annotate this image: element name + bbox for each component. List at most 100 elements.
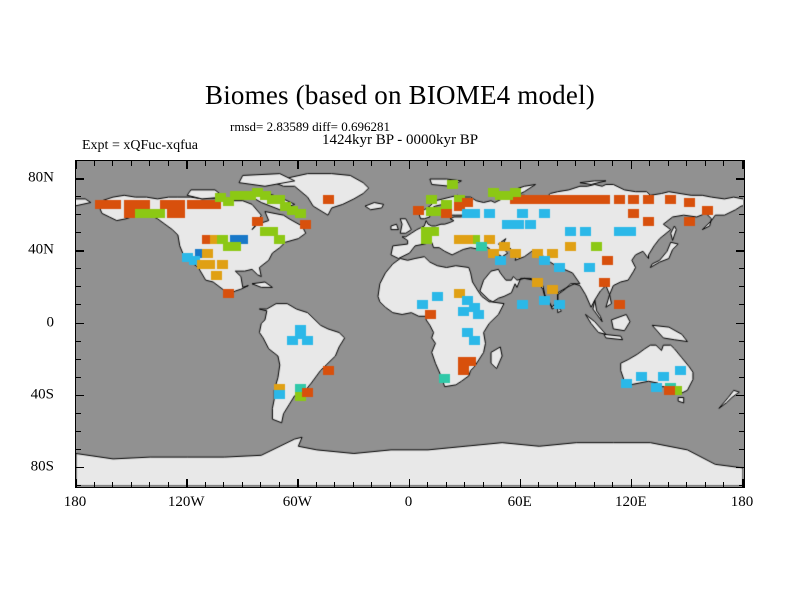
x-tick [167,160,169,166]
y-tick [75,358,81,360]
x-tick [742,160,744,169]
x-tick [538,482,540,488]
x-tick [371,482,373,488]
x-tick [704,160,706,166]
time-period-annotation: 1424kyr BP - 0000kyr BP [322,132,479,148]
x-tick [75,479,77,488]
x-tick [315,160,317,166]
y-tick [736,394,745,397]
y-tick [75,286,81,288]
x-axis-label: 120W [167,494,205,510]
x-tick [352,160,354,166]
x-tick [334,160,336,166]
y-tick [75,466,84,469]
x-tick [538,160,540,166]
x-axis-label: 180 [63,494,87,510]
x-tick [260,160,262,166]
x-tick [686,160,688,166]
x-tick [612,160,614,166]
x-tick [630,160,633,169]
y-tick [75,268,81,270]
y-tick [739,304,745,306]
y-axis-label: 80S [30,458,54,475]
x-tick [723,160,725,166]
x-axis-label: 180 [730,494,754,510]
x-tick [204,482,206,488]
x-tick [445,160,447,166]
y-tick [75,412,81,414]
x-tick [593,160,595,166]
x-tick [223,482,225,488]
x-tick [278,160,280,166]
x-tick [93,482,95,488]
x-tick [593,482,595,488]
x-tick [389,160,391,166]
x-tick [241,482,243,488]
x-tick [686,482,688,488]
x-tick [408,160,410,169]
x-tick [130,160,132,166]
y-tick [739,232,745,234]
x-tick [241,160,243,166]
statistics-annotation: rmsd= 2.83589 diff= 0.696281 [230,119,390,134]
x-tick [575,482,577,488]
y-tick [75,232,81,234]
x-tick [278,482,280,488]
x-tick [149,482,151,488]
x-tick [223,160,225,166]
y-tick [739,376,745,378]
y-tick [739,358,745,360]
x-axis-label: 120E [614,494,647,510]
x-tick [93,160,95,166]
x-tick [501,482,503,488]
y-tick [75,448,81,450]
x-tick [742,479,744,488]
x-tick [408,479,410,488]
y-axis-label: 40S [30,386,54,403]
x-tick [482,482,484,488]
x-axis-label: 60E [507,494,532,510]
x-tick [112,482,114,488]
y-tick [739,196,745,198]
x-tick [704,482,706,488]
x-tick [75,160,77,169]
x-tick [556,482,558,488]
y-tick [739,340,745,342]
experiment-annotation: Expt = xQFuc-xqfua [82,138,198,153]
y-tick [75,160,81,161]
y-tick [75,485,81,486]
x-tick [667,160,669,166]
x-tick [723,482,725,488]
x-tick [649,482,651,488]
x-tick [464,482,466,488]
x-tick [371,160,373,166]
x-tick [630,479,633,488]
x-tick [389,482,391,488]
x-tick [334,482,336,488]
page-title: Biomes (based on BIOME4 model) [205,80,595,110]
y-tick [75,322,84,324]
x-axis-label: 0 [404,494,413,510]
x-tick [204,160,206,166]
x-tick [260,482,262,488]
y-tick [75,430,81,432]
x-tick [297,479,299,488]
y-tick [739,286,745,288]
x-tick [482,160,484,166]
x-tick [352,482,354,488]
y-axis-label: 80N [28,169,54,186]
x-tick [186,479,188,488]
x-tick [445,482,447,488]
y-tick [736,322,745,324]
y-axis-label: 40N [28,241,54,258]
y-tick [739,430,745,432]
x-tick [464,160,466,166]
y-tick [739,214,745,216]
y-axis-label: 0 [46,314,55,330]
y-tick [75,250,84,252]
x-tick [667,482,669,488]
y-tick [739,412,745,414]
x-tick [297,160,299,169]
x-tick [315,482,317,488]
